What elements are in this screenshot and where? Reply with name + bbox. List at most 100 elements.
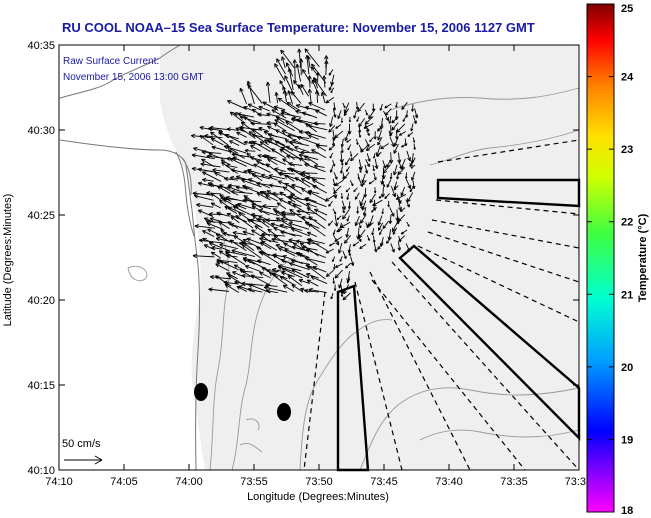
current-vector-arrow xyxy=(366,222,374,227)
current-vector-arrow xyxy=(285,145,303,154)
current-vector-arrow xyxy=(194,194,214,201)
current-vector-arrow xyxy=(390,243,395,253)
current-vector-arrow xyxy=(251,173,271,180)
current-vector-arrow xyxy=(284,182,303,195)
current-vector-arrow xyxy=(365,159,370,168)
current-vector-arrow xyxy=(223,144,247,154)
annotation-line-2: November 15, 2006 13:00 GMT xyxy=(63,72,204,83)
y-axis: 40:35 40:30 40:25 40:20 40:15 40:10 Latitude … xyxy=(2,40,579,477)
current-vector-arrow xyxy=(291,183,303,189)
colorbar-label: Temperature (°C) xyxy=(637,213,649,302)
current-vector-arrow xyxy=(377,242,384,250)
current-vector-arrow xyxy=(263,285,288,293)
current-vector-arrow xyxy=(247,103,262,111)
current-vector-arrow xyxy=(259,237,279,243)
current-vector-arrow xyxy=(248,131,269,146)
current-vector-arrow xyxy=(381,208,384,215)
current-vector-arrow xyxy=(365,143,376,151)
current-vector-arrow xyxy=(281,271,295,278)
current-vector-arrow xyxy=(389,207,395,217)
current-vector-arrow xyxy=(276,202,287,210)
current-vector-arrow xyxy=(281,210,302,216)
current-vector-arrow xyxy=(292,59,297,84)
current-vector-arrow xyxy=(259,271,271,279)
colorbar-tick-label: 24 xyxy=(621,72,634,84)
current-vector-arrow xyxy=(354,215,360,227)
current-vector-arrow xyxy=(398,235,406,242)
current-vector-arrow xyxy=(286,154,310,161)
current-vector-arrow xyxy=(346,193,350,200)
current-vector-arrow xyxy=(296,136,320,146)
current-vector-arrow xyxy=(372,164,376,172)
current-vector-arrow xyxy=(232,205,253,217)
current-vector-arrow xyxy=(343,108,350,116)
current-vector-arrow xyxy=(308,287,327,294)
current-vector-arrow xyxy=(379,229,383,235)
current-vector-arrow xyxy=(397,241,402,251)
current-vector-arrow xyxy=(211,245,222,250)
colorbar-tick-label: 21 xyxy=(621,289,633,301)
current-vector-arrow xyxy=(197,209,213,217)
current-vector-arrow xyxy=(357,234,362,243)
current-vector-arrow xyxy=(308,216,326,229)
current-vector-arrow xyxy=(364,164,369,174)
current-vector-arrow xyxy=(412,115,417,124)
current-vector-arrow xyxy=(281,56,286,68)
current-vector-arrow xyxy=(353,187,358,193)
current-vector-arrow xyxy=(196,202,214,208)
current-vector-arrow xyxy=(329,242,335,247)
current-vector-arrow xyxy=(275,115,294,124)
scale-label: 50 cm/s xyxy=(62,438,101,450)
current-vector-arrow xyxy=(298,278,310,285)
current-vector-arrow xyxy=(349,180,354,187)
colorbar-tick-label: 22 xyxy=(621,217,633,229)
current-vector-arrow xyxy=(202,230,215,237)
current-vector-arrow xyxy=(265,155,286,165)
current-vector-arrow xyxy=(400,229,408,235)
current-vector-arrow xyxy=(221,161,239,175)
current-vector-arrow xyxy=(312,184,328,194)
current-vector-arrow xyxy=(378,193,384,199)
current-vector-arrow xyxy=(382,160,387,169)
current-vector-arrow xyxy=(395,194,406,200)
current-vector-arrow xyxy=(390,186,397,198)
current-vector-arrow xyxy=(372,153,376,159)
current-vector-arrow xyxy=(407,132,414,137)
current-vector-arrow xyxy=(265,194,278,202)
current-vector-arrow xyxy=(278,264,302,272)
current-vector-arrow xyxy=(282,284,295,292)
current-vector-arrow xyxy=(332,102,337,111)
current-vector-arrow xyxy=(199,134,214,146)
current-vector-arrow xyxy=(406,221,410,227)
current-vector-arrow xyxy=(257,259,271,266)
x-tick-label: 74:00 xyxy=(175,476,203,488)
current-vector-arrow xyxy=(356,206,360,214)
current-vector-arrow xyxy=(329,116,334,127)
sandy-hook xyxy=(175,151,195,237)
current-vector-arrow xyxy=(377,137,383,146)
current-vector-arrow xyxy=(287,90,293,105)
current-vector-arrow xyxy=(191,153,215,160)
current-vector-arrow xyxy=(232,156,255,167)
current-vector-arrow xyxy=(335,263,343,268)
current-vector-arrow xyxy=(241,281,264,286)
current-vector-arrow xyxy=(282,158,296,167)
current-vector-arrow xyxy=(372,235,376,243)
current-vector-arrow xyxy=(353,110,357,119)
current-vector-arrow xyxy=(360,214,367,224)
current-vector-arrow xyxy=(402,116,407,122)
current-vector-arrow xyxy=(336,215,342,220)
current-vector-arrow xyxy=(210,138,224,146)
current-vector-arrow xyxy=(328,200,333,207)
current-vector-arrow xyxy=(333,284,337,291)
current-vector-arrow xyxy=(224,283,240,293)
current-vector-arrow xyxy=(204,133,223,139)
current-vector-arrow xyxy=(413,143,416,150)
current-vector-arrow xyxy=(304,256,326,264)
current-vector-arrow xyxy=(247,84,263,104)
current-vector-arrow xyxy=(295,251,310,258)
ocean-region xyxy=(160,45,579,470)
current-vector-arrow xyxy=(239,87,248,105)
current-vector-arrow xyxy=(289,140,309,147)
current-vector-arrow xyxy=(206,154,230,160)
